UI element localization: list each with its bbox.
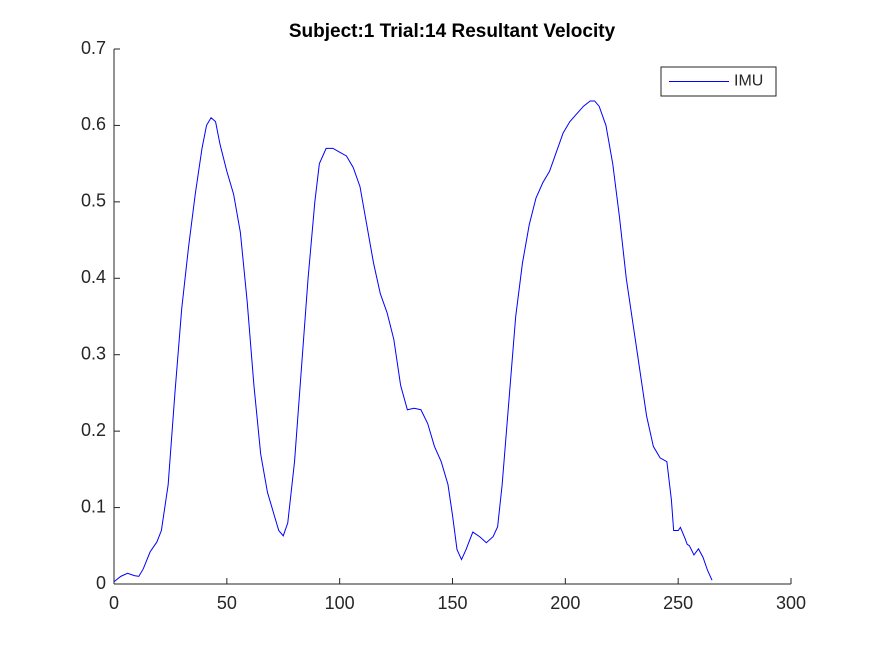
- y-tick-label: 0.6: [81, 114, 106, 134]
- y-tick-label: 0.3: [81, 343, 106, 363]
- x-tick-label: 0: [109, 593, 119, 613]
- chart-title: Subject:1 Trial:14 Resultant Velocity: [289, 21, 616, 42]
- x-tick-label: 200: [550, 593, 580, 613]
- line: [113, 100, 713, 583]
- legend-label: IMU: [734, 73, 763, 90]
- x-tick-label: 100: [325, 593, 355, 613]
- x-tick-label: 150: [437, 593, 467, 613]
- y-tick-label: 0.5: [81, 191, 106, 211]
- y-tick-label: 0.2: [81, 420, 106, 440]
- y-tick-label: 0.1: [81, 496, 106, 516]
- x-tick-label: 300: [776, 593, 806, 613]
- x-tick-label: 250: [663, 593, 693, 613]
- y-tick-label: 0: [96, 573, 106, 593]
- y-tick-label: 0.7: [81, 38, 106, 58]
- y-tick-label: 0.4: [81, 267, 106, 287]
- x-tick-label: 50: [217, 593, 237, 613]
